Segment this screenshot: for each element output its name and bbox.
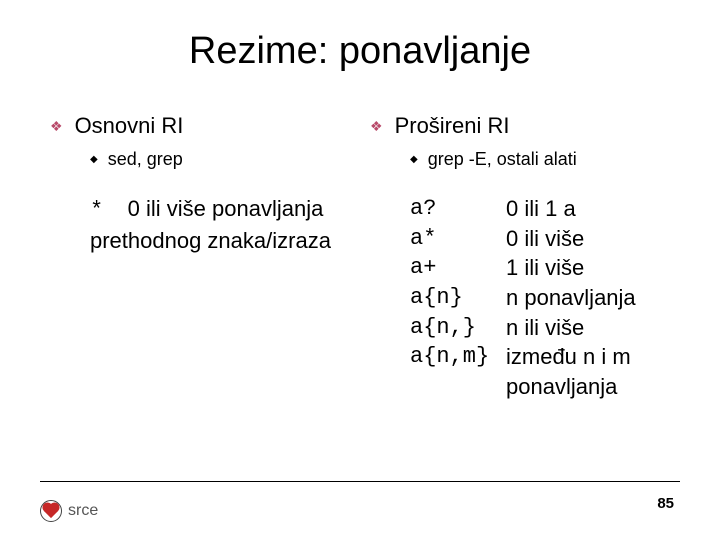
- sub-sed-grep: ◆ sed, grep: [90, 149, 350, 170]
- columns: ❖ Osnovni RI ◆ sed, grep * 0 ili više po…: [50, 113, 670, 402]
- right-column: ❖ Prošireni RI ◆ grep -E, ostali alati a…: [370, 113, 670, 402]
- footer-logo: srce: [40, 500, 98, 522]
- pattern-code: a?: [410, 194, 506, 224]
- pattern-cont: ponavljanja: [506, 372, 670, 402]
- pattern-desc: 1 ili više: [506, 253, 670, 283]
- diamond-icon: ❖: [50, 118, 63, 135]
- pattern-desc: n ponavljanja: [506, 283, 670, 313]
- pattern-desc: 0 ili više: [506, 224, 670, 254]
- pattern-code: a{n}: [410, 283, 506, 313]
- pattern-row: a{n,m} između n i m: [410, 342, 670, 372]
- pattern-row: a? 0 ili 1 a: [410, 194, 670, 224]
- pattern-row: a{n} n ponavljanja: [410, 283, 670, 313]
- left-column: ❖ Osnovni RI ◆ sed, grep * 0 ili više po…: [50, 113, 350, 402]
- left-heading: Osnovni RI: [75, 113, 184, 139]
- left-body-code: *: [90, 198, 103, 223]
- left-body-text: 0 ili više ponavljanja prethodnog znaka/…: [90, 196, 331, 253]
- diamond-icon: ❖: [370, 118, 383, 135]
- sub-grep-e: ◆ grep -E, ostali alati: [410, 149, 670, 170]
- small-diamond-icon: ◆: [410, 154, 418, 165]
- footer-divider: [40, 481, 680, 482]
- logo-text: srce: [68, 502, 98, 520]
- pattern-list: a? 0 ili 1 a a* 0 ili više a+ 1 ili više…: [410, 194, 670, 402]
- slide-title: Rezime: ponavljanje: [50, 30, 670, 73]
- page-number: 85: [657, 495, 674, 512]
- slide: Rezime: ponavljanje ❖ Osnovni RI ◆ sed, …: [0, 0, 720, 540]
- pattern-desc: n ili više: [506, 313, 670, 343]
- pattern-code: a{n,m}: [410, 342, 506, 372]
- pattern-code: a+: [410, 253, 506, 283]
- small-diamond-icon: ◆: [90, 154, 98, 165]
- pattern-row: a* 0 ili više: [410, 224, 670, 254]
- right-sub: grep -E, ostali alati: [428, 149, 577, 170]
- left-body: * 0 ili više ponavljanja prethodnog znak…: [90, 194, 350, 255]
- left-sub: sed, grep: [108, 149, 183, 170]
- pattern-code: a*: [410, 224, 506, 254]
- pattern-desc: između n i m: [506, 342, 670, 372]
- bullet-osnovni: ❖ Osnovni RI: [50, 113, 350, 139]
- right-heading: Prošireni RI: [395, 113, 510, 139]
- bullet-prosireni: ❖ Prošireni RI: [370, 113, 670, 139]
- pattern-desc: 0 ili 1 a: [506, 194, 670, 224]
- pattern-code: a{n,}: [410, 313, 506, 343]
- heart-icon: [40, 500, 62, 522]
- pattern-row: a+ 1 ili više: [410, 253, 670, 283]
- pattern-row: a{n,} n ili više: [410, 313, 670, 343]
